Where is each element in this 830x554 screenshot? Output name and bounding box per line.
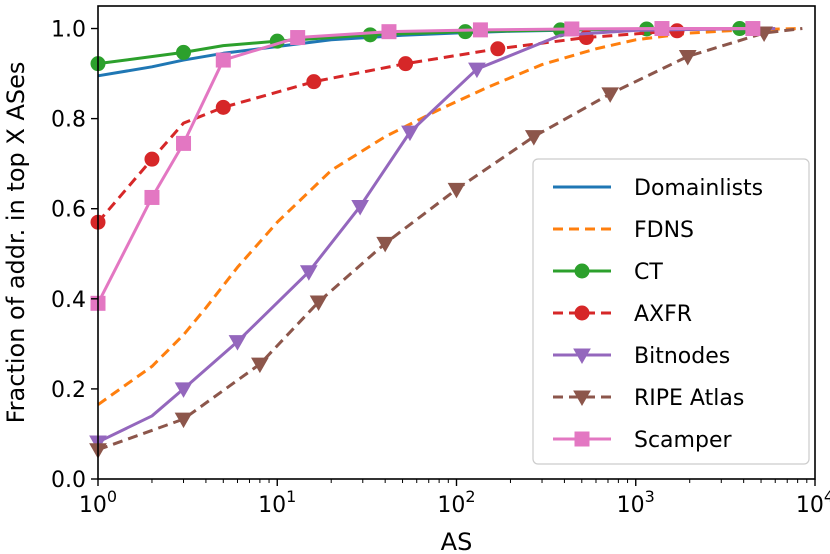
- series-layer: [89, 21, 803, 459]
- series-scamper-line: [96, 27, 753, 304]
- series-scamper-point: [290, 30, 306, 46]
- series-fdns-line: [97, 27, 798, 406]
- series-bitnodes-point: [299, 265, 318, 281]
- series-ripe-atlas-point: [601, 87, 620, 103]
- x-tick-label: 102: [437, 487, 475, 518]
- series-ripe-atlas-point: [376, 236, 395, 253]
- series-axfr-point: [215, 99, 231, 115]
- legend-ripe-atlas-label: RIPE Atlas: [634, 386, 744, 411]
- series-bitnodes: [89, 27, 776, 452]
- y-tick-label: 0.4: [51, 288, 86, 313]
- series-bitnodes-point: [174, 382, 193, 398]
- y-tick-label: 0.6: [51, 198, 86, 223]
- legend-scamper-marker-point: [574, 431, 590, 447]
- y-tick-label: 1.0: [51, 18, 86, 43]
- series-bitnodes-line: [97, 27, 776, 444]
- legend-ripe-atlas-marker-point: [573, 390, 591, 407]
- legend-axfr-marker-point: [574, 305, 590, 321]
- x-tick-exponent: 4: [824, 487, 830, 506]
- legend-ct-label: CT: [634, 260, 663, 285]
- legend-fdns-label: FDNS: [634, 218, 694, 243]
- series-ct-point: [176, 44, 192, 60]
- series-scamper-point: [215, 52, 231, 68]
- series-scamper-point: [472, 22, 488, 38]
- series-ripe-atlas-point: [447, 182, 466, 199]
- x-tick-label: 101: [258, 487, 296, 518]
- series-scamper-point: [381, 24, 397, 40]
- x-tick-label: 103: [617, 487, 655, 518]
- series-scamper-point: [564, 21, 580, 37]
- series-bitnodes-point: [351, 199, 369, 216]
- series-scamper-point: [176, 135, 192, 151]
- series-ripe-atlas-point: [174, 412, 193, 429]
- series-fdns: [97, 27, 798, 406]
- series-bitnodes-point: [401, 125, 419, 142]
- x-tick-base: 10: [796, 493, 824, 518]
- x-tick-exponent: 1: [286, 487, 296, 506]
- x-tick-base: 10: [258, 493, 286, 518]
- series-ripe-atlas-point: [251, 357, 269, 374]
- series-ripe-atlas-point: [309, 295, 328, 311]
- x-tick-base: 10: [79, 493, 107, 518]
- legend-box: [532, 158, 810, 465]
- series-ripe-atlas-point: [524, 130, 543, 146]
- series-axfr-point: [398, 56, 414, 72]
- x-axis-title: AS: [441, 528, 473, 554]
- legend: Domainlists FDNS CT AXFR Bitnodes RIPE Atlas S…: [532, 158, 810, 465]
- legend-domainlists-label: Domainlists: [634, 176, 763, 201]
- x-tick-exponent: 2: [465, 487, 475, 506]
- x-tick-label: 100: [79, 487, 117, 518]
- series-scamper-point: [144, 189, 160, 205]
- y-tick-label: 0.8: [51, 108, 86, 133]
- series-scamper-point: [654, 21, 670, 37]
- x-tick-exponent: 0: [107, 487, 117, 506]
- series-axfr-point: [144, 151, 160, 167]
- series-axfr-point: [306, 74, 322, 90]
- legend-bitnodes-marker-point: [573, 348, 591, 365]
- x-tick-label: 104: [796, 487, 830, 518]
- x-tick-base: 10: [617, 493, 645, 518]
- legend-axfr-label: AXFR: [634, 302, 692, 327]
- series-ct-point: [362, 27, 378, 43]
- legend-ct-marker-point: [574, 263, 590, 279]
- series-ripe-atlas-point: [678, 49, 697, 66]
- legend-bitnodes-label: Bitnodes: [634, 344, 730, 369]
- x-tick-base: 10: [437, 493, 465, 518]
- series-bitnodes-point: [468, 62, 486, 79]
- y-tick-label: 0.0: [51, 468, 86, 493]
- y-axis-title: Fraction of addr. in top X ASes: [2, 62, 30, 424]
- legend-scamper-label: Scamper: [634, 428, 732, 453]
- x-tick-exponent: 3: [645, 487, 655, 506]
- series-axfr-point: [490, 41, 506, 57]
- series-scamper-point: [745, 21, 761, 37]
- y-tick-label: 0.2: [51, 378, 86, 403]
- series-axfr-line: [96, 29, 678, 224]
- series-bitnodes-point: [228, 335, 247, 351]
